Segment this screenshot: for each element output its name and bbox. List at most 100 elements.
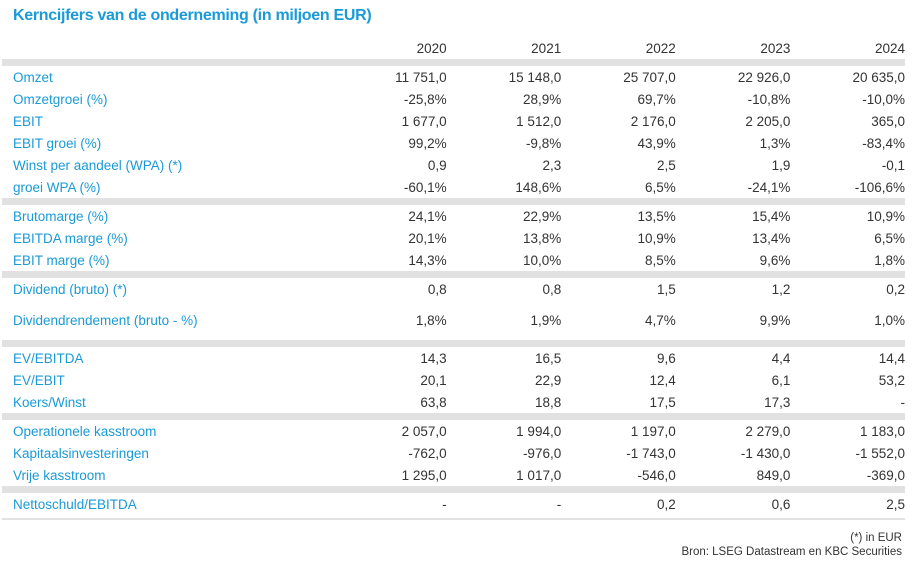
row-label: Nettoschuld/EBITDA — [13, 496, 137, 512]
table-row: Vrije kasstroom 1 295,0 1 017,0 -546,0 849,0… — [2, 464, 905, 486]
cell-value: -1 430,0 — [740, 445, 791, 461]
table-bottom-line — [2, 518, 905, 520]
table-row: Winst per aandeel (WPA) (*) 0,9 2,3 2,5 1,9 -… — [2, 154, 905, 176]
cell-value: 1,8% — [874, 252, 905, 268]
section-separator — [2, 59, 905, 66]
section-separator — [2, 486, 905, 493]
cell-value: 10,9% — [637, 230, 676, 246]
row-label: EV/EBIT — [13, 372, 65, 388]
cell-value: -24,1% — [747, 179, 791, 195]
row-label: Kapitaalsinvesteringen — [13, 445, 149, 461]
cell-value: 99,2% — [408, 135, 447, 151]
cell-value: -976,0 — [522, 445, 562, 461]
cell-value: 849,0 — [756, 467, 791, 483]
cell-value: -1 552,0 — [855, 445, 905, 461]
cell-value: -9,8% — [525, 135, 562, 151]
year-header: 2021 — [531, 40, 562, 56]
cell-value: 14,3 — [420, 350, 447, 366]
cell-value: 24,1% — [408, 208, 447, 224]
cell-value: 43,9% — [637, 135, 676, 151]
year-header: 2024 — [874, 40, 905, 56]
cell-value: 10,9% — [866, 208, 905, 224]
cell-value: 1,9 — [771, 157, 791, 173]
page-title: Kerncijfers van de onderneming (in miljo… — [13, 7, 372, 24]
cell-value: 1 512,0 — [516, 113, 562, 129]
cell-value: -25,8% — [403, 91, 447, 107]
row-label: Dividendrendement (bruto - %) — [13, 312, 198, 328]
cell-value: 13,8% — [522, 230, 562, 246]
table-row: Koers/Winst 63,8 18,8 17,5 17,3 - — [2, 391, 905, 413]
cell-value: 0,8 — [542, 281, 562, 297]
cell-value: 13,5% — [637, 208, 676, 224]
cell-value: 4,4 — [771, 350, 791, 366]
row-label: Omzet — [13, 69, 53, 85]
cell-value: 11 751,0 — [395, 69, 447, 85]
cell-value: 2,3 — [542, 157, 562, 173]
table-row: EV/EBITDA 14,3 16,5 9,6 4,4 14,4 — [2, 347, 905, 369]
header-row: 2020 2021 2022 2023 2024 — [2, 37, 905, 59]
cell-value: - — [442, 496, 447, 512]
cell-value: 14,4 — [878, 350, 905, 366]
source-note: Bron: LSEG Datastream en KBC Securities — [681, 546, 902, 558]
cell-value: 17,3 — [764, 394, 791, 410]
cell-value: -60,1% — [403, 179, 447, 195]
cell-value: 10,0% — [522, 252, 562, 268]
cell-value: -106,6% — [854, 179, 905, 195]
cell-value: -0,1 — [881, 157, 905, 173]
cell-value: -83,4% — [862, 135, 905, 151]
cell-value: 365,0 — [871, 113, 905, 129]
cell-value: 1,8% — [415, 312, 447, 328]
cell-value: 18,8 — [534, 394, 562, 410]
cell-value: 2,5 — [657, 157, 676, 173]
table-row: groei WPA (%) -60,1% 148,6% 6,5% -24,1% -106,… — [2, 176, 905, 198]
cell-value: 1,3% — [759, 135, 791, 151]
cell-value: - — [900, 394, 906, 410]
cell-value: 13,4% — [752, 230, 791, 246]
cell-value: 0,6 — [771, 496, 791, 512]
cell-value: 9,9% — [759, 312, 791, 328]
table-row: Omzet 11 751,0 15 148,0 25 707,0 22 926,0 20 … — [2, 66, 905, 88]
table-row: Dividend (bruto) (*) 0,8 0,8 1,5 1,2 0,2 — [2, 278, 905, 300]
row-label: Brutomarge (%) — [13, 208, 109, 224]
cell-value: 6,1 — [771, 372, 791, 388]
year-header: 2022 — [645, 40, 676, 56]
row-label: Winst per aandeel (WPA) (*) — [13, 157, 183, 173]
key-figures-table: 2020 2021 2022 2023 2024 Omzet 11 751,0 15 148,… — [2, 37, 905, 520]
cell-value: 22,9 — [534, 372, 562, 388]
cell-value: -546,0 — [637, 467, 676, 483]
cell-value: 0,9 — [427, 157, 447, 173]
cell-value: 9,6% — [759, 252, 791, 268]
cell-value: 1 295,0 — [401, 467, 447, 483]
cell-value: 1 197,0 — [630, 423, 676, 439]
cell-value: 63,8 — [420, 394, 447, 410]
table-row: EBIT groei (%) 99,2% -9,8% 43,9% 1,3% -83,4% — [2, 132, 905, 154]
cell-value: 6,5% — [874, 230, 905, 246]
table-row: Brutomarge (%) 24,1% 22,9% 13,5% 15,4% 10,9% — [2, 205, 905, 227]
cell-value: 15 148,0 — [508, 69, 562, 85]
cell-value: 148,6% — [515, 179, 562, 195]
cell-value: 28,9% — [522, 91, 562, 107]
row-label: groei WPA (%) — [13, 179, 101, 195]
row-label: Operationele kasstroom — [13, 423, 157, 439]
cell-value: 1,0% — [874, 312, 905, 328]
cell-value: 15,4% — [752, 208, 791, 224]
cell-value: 8,5% — [645, 252, 676, 268]
table-row: Omzetgroei (%) -25,8% 28,9% 69,7% -10,8% -10,… — [2, 88, 905, 110]
table-row: Dividendrendement (bruto - %) 1,8% 1,9% 4,7… — [2, 300, 905, 340]
cell-value: 25 707,0 — [623, 69, 676, 85]
cell-value: -10,0% — [862, 91, 905, 107]
cell-value: 0,2 — [886, 281, 905, 297]
section-separator — [2, 413, 905, 420]
row-label: EV/EBITDA — [13, 350, 84, 366]
cell-value: 22 926,0 — [737, 69, 791, 85]
table-row: EBIT 1 677,0 1 512,0 2 176,0 2 205,0 365,0 — [2, 110, 905, 132]
cell-value: -1 743,0 — [626, 445, 676, 461]
cell-value: -369,0 — [866, 467, 905, 483]
year-header: 2023 — [760, 40, 791, 56]
cell-value: 1 677,0 — [401, 113, 447, 129]
row-label: EBIT groei (%) — [13, 135, 102, 151]
cell-value: 1 994,0 — [516, 423, 562, 439]
cell-value: 4,7% — [645, 312, 676, 328]
cell-value: 20 635,0 — [852, 69, 905, 85]
cell-value: 69,7% — [637, 91, 676, 107]
